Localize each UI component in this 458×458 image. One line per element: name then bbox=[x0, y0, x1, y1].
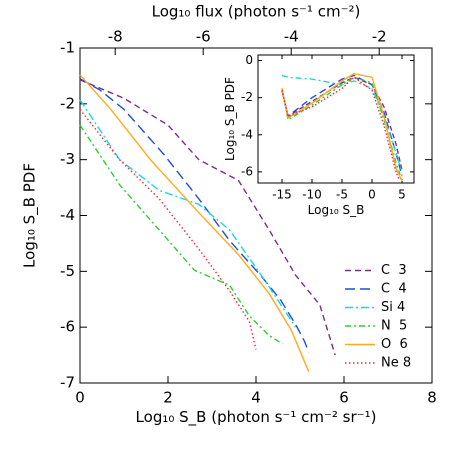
x-tick-label: 0 bbox=[75, 389, 85, 407]
x2-tick-label: -2 bbox=[372, 28, 387, 46]
y-tick-label: -2 bbox=[241, 90, 253, 104]
plot-area bbox=[257, 54, 415, 184]
y-tick-label: -2 bbox=[60, 94, 75, 112]
series-line bbox=[79, 79, 336, 356]
y-axis-label: Log₁₀ S_B PDF bbox=[21, 163, 40, 268]
y-tick-label: -3 bbox=[60, 150, 75, 168]
series-line bbox=[79, 74, 310, 373]
series-line bbox=[281, 76, 403, 171]
y-tick-label: -7 bbox=[60, 374, 75, 392]
legend-label: C 3 bbox=[381, 263, 407, 278]
series-line bbox=[281, 74, 403, 173]
x2-tick-label: -4 bbox=[284, 28, 299, 46]
series-line bbox=[79, 124, 283, 345]
series-line bbox=[79, 78, 310, 353]
y-tick-label: 0 bbox=[245, 53, 253, 67]
x-tick-label: 0 bbox=[368, 188, 376, 202]
legend-label: O 6 bbox=[381, 337, 408, 352]
legend-label: C 4 bbox=[381, 282, 407, 297]
y-axis-label: Log₁₀ S_B PDF bbox=[223, 77, 237, 161]
x-tick-label: -10 bbox=[302, 188, 322, 202]
y-tick-label: -5 bbox=[60, 262, 75, 280]
x2-axis-label: Log₁₀ flux (photon s⁻¹ cm⁻²) bbox=[152, 3, 361, 21]
series-line bbox=[281, 76, 400, 180]
x-tick-label: -15 bbox=[272, 188, 292, 202]
x-tick-label: 5 bbox=[398, 188, 406, 202]
series-line bbox=[79, 99, 297, 328]
y-tick-label: -4 bbox=[60, 206, 75, 224]
series-line bbox=[79, 108, 257, 350]
y-tick-label: -1 bbox=[60, 39, 75, 57]
x-axis-label: Log₁₀ S_B bbox=[308, 203, 365, 217]
y-tick-label: -4 bbox=[241, 127, 253, 141]
legend-label: Si 4 bbox=[381, 300, 405, 315]
y-tick-label: -6 bbox=[60, 318, 75, 336]
y-tick-label: -6 bbox=[241, 164, 253, 178]
x-tick-label: 6 bbox=[339, 389, 349, 407]
x-tick-label: 8 bbox=[427, 389, 437, 407]
x2-tick-label: -6 bbox=[196, 28, 211, 46]
series-line bbox=[281, 76, 403, 182]
x-axis-label: Log₁₀ S_B (photon s⁻¹ cm⁻² sr⁻¹) bbox=[136, 408, 377, 427]
x-tick-label: 2 bbox=[163, 389, 173, 407]
legend-label: Ne 8 bbox=[381, 356, 411, 371]
x-tick-label: -5 bbox=[336, 188, 348, 202]
x-tick-label: 4 bbox=[251, 389, 261, 407]
legend-label: N 5 bbox=[381, 319, 407, 334]
x2-tick-label: -8 bbox=[108, 28, 123, 46]
series-line bbox=[281, 74, 403, 176]
